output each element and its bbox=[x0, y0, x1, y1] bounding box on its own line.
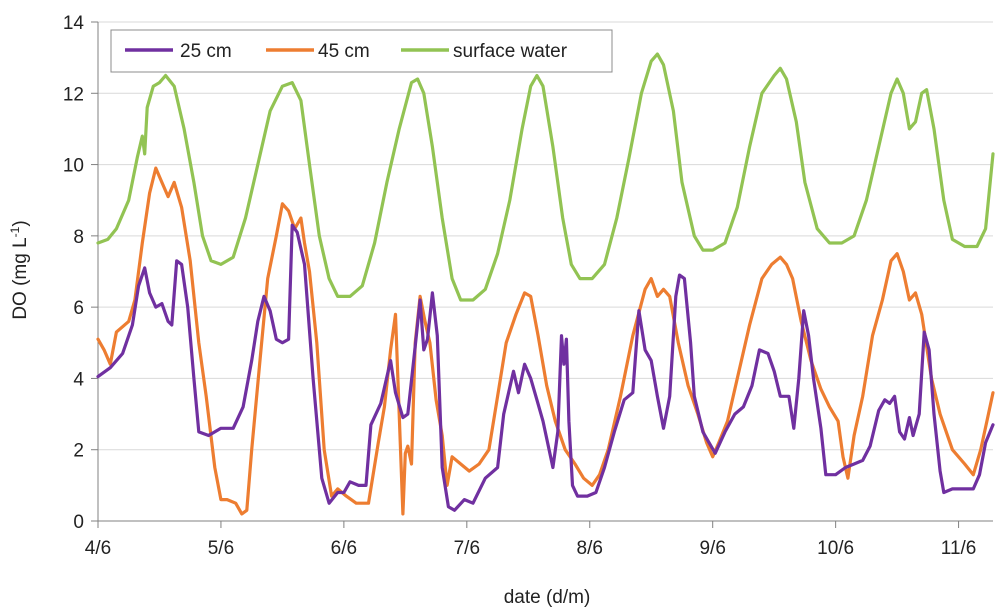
y-tick-label-0: 0 bbox=[73, 512, 84, 533]
legend-label-25cm: 25 cm bbox=[180, 41, 232, 62]
y-axis-title-close: ) bbox=[10, 220, 31, 226]
x-tick-label-1: 5/6 bbox=[208, 538, 234, 559]
y-tick-labels: 0 2 4 6 8 10 12 14 bbox=[63, 13, 85, 533]
axes bbox=[91, 21, 993, 528]
y-tick-label-6: 12 bbox=[63, 84, 84, 105]
series-line-25-cm bbox=[96, 223, 995, 512]
x-tick-label-3: 7/6 bbox=[454, 538, 480, 559]
y-tick-label-4: 8 bbox=[73, 227, 84, 248]
y-tick-label-1: 2 bbox=[73, 441, 84, 462]
legend-label-45cm: 45 cm bbox=[318, 41, 370, 62]
y-tick-label-5: 10 bbox=[63, 156, 84, 177]
series-line-surface-water bbox=[96, 52, 995, 302]
x-tick-labels: 4/6 5/6 6/6 7/6 8/6 9/6 10/6 11/6 bbox=[85, 538, 977, 559]
x-tick-label-4: 8/6 bbox=[577, 538, 603, 559]
legend-label-surface-water: surface water bbox=[453, 41, 568, 62]
x-tick-label-6: 10/6 bbox=[817, 538, 854, 559]
x-tick-label-5: 9/6 bbox=[699, 538, 725, 559]
x-tick-label-7: 11/6 bbox=[941, 538, 977, 559]
y-axis-title-main: DO (mg L bbox=[10, 237, 31, 319]
series-line-45-cm bbox=[96, 166, 995, 516]
x-tick-label-0: 4/6 bbox=[85, 538, 111, 559]
x-axis-title: date (d/m) bbox=[504, 587, 591, 608]
y-tick-label-7: 14 bbox=[63, 13, 85, 34]
legend-box bbox=[110, 29, 613, 73]
y-tick-label-3: 6 bbox=[73, 298, 84, 319]
y-tick-label-2: 4 bbox=[73, 369, 84, 390]
y-axis-title-superscript: -1 bbox=[8, 226, 22, 237]
x-tick-label-2: 6/6 bbox=[331, 538, 357, 559]
y-axis-title: DO (mg L-1) bbox=[8, 220, 31, 319]
series-lines bbox=[96, 52, 995, 516]
legend: 25 cm 45 cm surface water bbox=[110, 29, 613, 73]
